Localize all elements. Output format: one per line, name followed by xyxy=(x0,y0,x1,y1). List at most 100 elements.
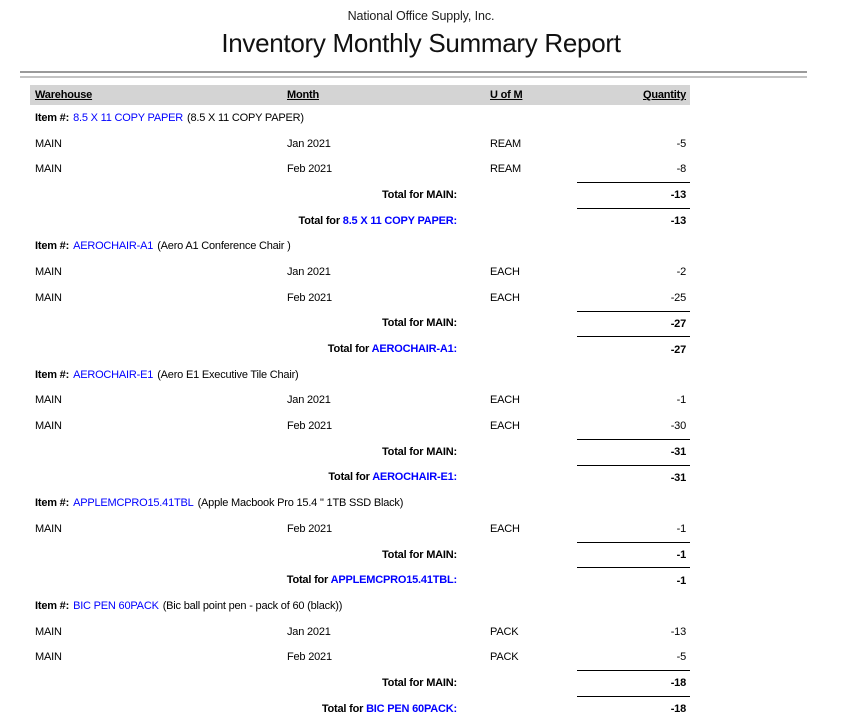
section-rows: MAIN Jan 2021 REAM -5 MAIN Feb 2021 REAM… xyxy=(30,131,690,182)
month-cell: Jan 2021 xyxy=(287,625,331,638)
item-total-quantity: -31 xyxy=(577,464,690,491)
column-header-warehouse: Warehouse xyxy=(35,89,93,101)
uom-cell: EACH xyxy=(490,291,520,304)
item-total-code-link[interactable]: APPLEMCPRO15.41TBL xyxy=(330,574,454,587)
report-body: Item #: 8.5 X 11 COPY PAPER (8.5 X 11 CO… xyxy=(30,105,690,718)
warehouse-total-row: Total for MAIN: -31 xyxy=(30,438,690,465)
warehouse-cell: MAIN xyxy=(35,265,62,278)
item-total-prefix: Total for xyxy=(321,702,364,715)
item-section: Item #: BIC PEN 60PACK (Bic ball point p… xyxy=(30,593,690,718)
item-code-link[interactable]: AEROCHAIR-E1 xyxy=(73,368,154,381)
quantity-cell: -5 xyxy=(676,651,687,664)
item-number-label: Item #: xyxy=(35,497,70,510)
item-total-colon: : xyxy=(453,471,458,484)
item-total-code-link[interactable]: 8.5 X 11 COPY PAPER xyxy=(342,214,454,227)
item-total-label: Total for BIC PEN 60PACK: xyxy=(30,703,457,715)
item-total-label: Total for AEROCHAIR-A1: xyxy=(30,343,457,355)
inventory-row: MAIN Jan 2021 PACK -13 xyxy=(30,619,690,645)
warehouse-total-label: Total for MAIN: xyxy=(381,548,457,561)
item-total-colon: : xyxy=(453,574,458,587)
item-code-link[interactable]: APPLEMCPRO15.41TBL xyxy=(73,497,194,510)
item-code-link[interactable]: BIC PEN 60PACK xyxy=(73,599,159,612)
item-total-quantity: -1 xyxy=(577,567,690,593)
column-header-month: Month xyxy=(287,89,319,101)
warehouse-total-row: Total for MAIN: -13 xyxy=(30,182,690,208)
item-total-row: Total for APPLEMCPRO15.41TBL: -1 xyxy=(30,567,690,593)
item-number-label: Item #: xyxy=(35,599,70,612)
inventory-row: MAIN Feb 2021 EACH -1 xyxy=(30,516,690,542)
warehouse-total-row: Total for MAIN: -18 xyxy=(30,670,690,696)
inventory-row: MAIN Jan 2021 REAM -5 xyxy=(30,131,690,157)
warehouse-cell: MAIN xyxy=(35,137,62,150)
warehouse-total-label: Total for MAIN: xyxy=(381,317,457,330)
item-total-row: Total for AEROCHAIR-A1: -27 xyxy=(30,336,690,362)
item-total-code-link[interactable]: BIC PEN 60PACK xyxy=(366,702,454,715)
item-total-quantity: -27 xyxy=(577,336,690,362)
uom-cell: REAM xyxy=(490,163,521,176)
item-header-row: Item #: AEROCHAIR-E1 (Aero E1 Executive … xyxy=(30,362,690,388)
item-description: (Aero E1 Executive Tile Chair) xyxy=(157,368,299,381)
item-total-row: Total for AEROCHAIR-E1: -31 xyxy=(30,464,690,491)
section-rows: MAIN Jan 2021 EACH -2 MAIN Feb 2021 EACH… xyxy=(30,259,690,310)
uom-cell: REAM xyxy=(490,137,521,150)
warehouse-cell: MAIN xyxy=(35,625,62,638)
uom-cell: PACK xyxy=(490,625,519,638)
warehouse-cell: MAIN xyxy=(35,420,62,433)
month-cell: Feb 2021 xyxy=(287,291,332,304)
item-total-code-link[interactable]: AEROCHAIR-E1 xyxy=(372,471,454,484)
warehouse-total-quantity: -27 xyxy=(577,310,690,337)
item-total-prefix: Total for xyxy=(327,343,370,356)
report-title: Inventory Monthly Summary Report xyxy=(221,28,621,58)
uom-cell: PACK xyxy=(490,651,519,664)
month-cell: Feb 2021 xyxy=(287,420,332,433)
warehouse-total-quantity: -1 xyxy=(577,541,690,568)
quantity-cell: -2 xyxy=(676,265,687,278)
month-cell: Feb 2021 xyxy=(287,522,332,535)
item-total-label: Total for AEROCHAIR-E1: xyxy=(30,471,457,483)
item-description: (Aero A1 Conference Chair ) xyxy=(157,240,291,253)
month-cell: Jan 2021 xyxy=(287,137,331,150)
warehouse-total-label: Total for MAIN: xyxy=(381,445,457,458)
month-cell: Feb 2021 xyxy=(287,651,332,664)
uom-cell: EACH xyxy=(490,522,520,535)
column-header-row: Warehouse Month U of M Quantity xyxy=(30,85,690,105)
company-name: National Office Supply, Inc. xyxy=(347,9,495,23)
inventory-row: MAIN Jan 2021 EACH -2 xyxy=(30,259,690,285)
quantity-cell: -13 xyxy=(670,625,687,638)
item-total-prefix: Total for xyxy=(328,471,370,484)
item-total-quantity: -13 xyxy=(577,207,690,234)
month-cell: Feb 2021 xyxy=(287,163,332,176)
item-number-label: Item #: xyxy=(35,368,70,381)
quantity-cell: -25 xyxy=(670,291,687,304)
item-total-label: Total for APPLEMCPRO15.41TBL: xyxy=(30,574,457,586)
item-code-link[interactable]: 8.5 X 11 COPY PAPER xyxy=(73,111,183,124)
item-total-row: Total for 8.5 X 11 COPY PAPER: -13 xyxy=(30,207,690,234)
item-total-row: Total for BIC PEN 60PACK: -18 xyxy=(30,695,690,718)
quantity-cell: -5 xyxy=(676,137,687,150)
item-number-label: Item #: xyxy=(35,111,70,124)
item-total-quantity: -18 xyxy=(577,695,690,718)
item-section: Item #: AEROCHAIR-E1 (Aero E1 Executive … xyxy=(30,362,690,490)
item-description: (Bic ball point pen - pack of 60 (black)… xyxy=(162,599,343,612)
item-total-label: Total for 8.5 X 11 COPY PAPER: xyxy=(30,214,458,227)
item-code-link[interactable]: AEROCHAIR-A1 xyxy=(73,240,154,253)
item-total-prefix: Total for xyxy=(286,574,329,587)
item-section: Item #: APPLEMCPRO15.41TBL (Apple Macboo… xyxy=(30,490,690,593)
quantity-cell: -8 xyxy=(676,163,687,176)
warehouse-cell: MAIN xyxy=(35,291,62,304)
warehouse-total-label: Total for MAIN: xyxy=(381,676,457,689)
warehouse-cell: MAIN xyxy=(35,163,62,176)
section-rows: MAIN Jan 2021 EACH -1 MAIN Feb 2021 EACH… xyxy=(30,388,690,439)
title-divider xyxy=(20,71,807,78)
column-header-quantity: Quantity xyxy=(642,89,686,101)
warehouse-total-row: Total for MAIN: -27 xyxy=(30,310,690,337)
warehouse-cell: MAIN xyxy=(35,651,62,664)
item-description: (8.5 X 11 COPY PAPER) xyxy=(187,111,304,124)
quantity-cell: -1 xyxy=(676,522,687,535)
uom-cell: EACH xyxy=(490,420,520,433)
inventory-row: MAIN Feb 2021 EACH -30 xyxy=(30,413,690,439)
inventory-row: MAIN Jan 2021 EACH -1 xyxy=(30,388,690,414)
item-header-row: Item #: AEROCHAIR-A1 (Aero A1 Conference… xyxy=(30,233,690,259)
item-total-code-link[interactable]: AEROCHAIR-A1 xyxy=(371,343,454,356)
